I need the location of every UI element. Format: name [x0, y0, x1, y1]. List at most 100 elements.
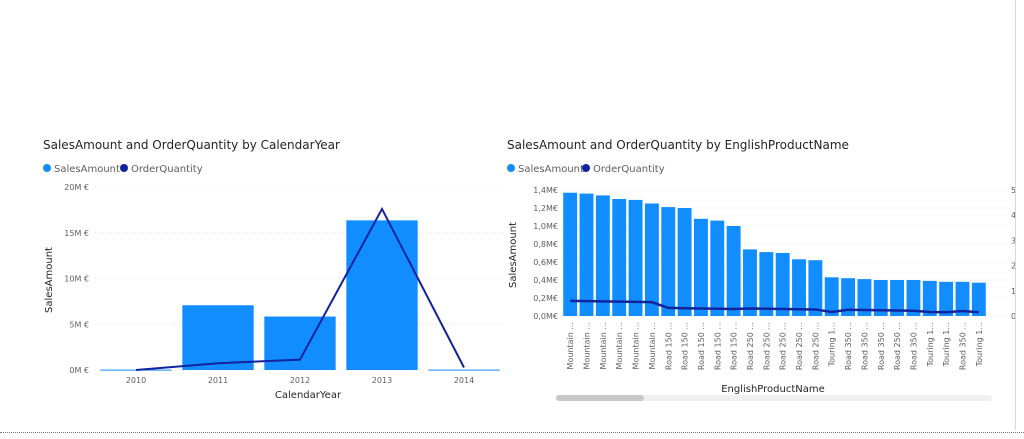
x-tick-label: Mountain ... [615, 322, 624, 369]
bar-salesamount[interactable] [628, 199, 643, 316]
bar-salesamount[interactable] [726, 226, 741, 316]
legend-orderquantity-label[interactable]: OrderQuantity [593, 164, 665, 175]
bar-salesamount[interactable] [264, 316, 336, 370]
bar-salesamount[interactable] [775, 253, 790, 316]
y-axis-title: SalesAmount [44, 247, 55, 313]
x-tick-label: Road 250 ... [762, 322, 771, 370]
chart-title: SalesAmount and OrderQuantity by English… [507, 138, 849, 152]
x-tick-label: 2012 [290, 376, 310, 385]
bar-salesamount[interactable] [612, 199, 627, 316]
bar-salesamount[interactable] [100, 369, 172, 371]
bar-salesamount[interactable] [873, 280, 888, 316]
legend-orderquantity-marker [582, 164, 590, 172]
y-tick-label: 10M € [64, 275, 89, 284]
bar-salesamount[interactable] [808, 260, 823, 316]
x-tick-label: Road 150 ... [697, 322, 706, 370]
bar-salesamount[interactable] [759, 252, 774, 316]
x-tick-label: Road 250 ... [779, 322, 788, 370]
y-tick-label: 1,0M€ [533, 222, 558, 231]
x-tick-label: Road 250 ... [795, 322, 804, 370]
bar-salesamount[interactable] [346, 220, 418, 370]
x-tick-label: Road 150 ... [730, 322, 739, 370]
bar-salesamount[interactable] [743, 249, 757, 316]
y-tick-label: 0,8M€ [533, 240, 558, 249]
x-tick-label: Mountain ... [632, 322, 641, 369]
legend-salesamount-label[interactable]: SalesAmount [518, 164, 584, 175]
bar-salesamount[interactable] [428, 369, 500, 371]
chart-title: SalesAmount and OrderQuantity by Calenda… [43, 138, 340, 152]
bar-salesamount[interactable] [906, 280, 921, 316]
x-tick-label: Road 150 ... [681, 322, 690, 370]
x-tick-label: Mountain ... [583, 322, 592, 369]
bar-salesamount[interactable] [644, 203, 659, 317]
x-tick-label: 2011 [208, 376, 228, 385]
bar-salesamount[interactable] [824, 277, 839, 316]
bar-salesamount[interactable] [563, 192, 578, 316]
x-tick-label: Road 250 ... [893, 322, 902, 370]
chart-by-calendaryear[interactable]: SalesAmount and OrderQuantity by Calenda… [0, 0, 510, 430]
y-tick-label: 0,6M€ [533, 258, 558, 267]
y-tick-label: 5M € [69, 320, 89, 329]
x-tick-label: Touring 1... [926, 322, 935, 367]
x-tick-label: Road 150 ... [664, 322, 673, 370]
bar-salesamount[interactable] [857, 279, 872, 316]
x-tick-label: Mountain ... [599, 322, 608, 369]
x-tick-label: Touring 1... [942, 322, 951, 367]
chart-by-calendaryear-svg: SalesAmount and OrderQuantity by Calenda… [43, 138, 505, 401]
bar-salesamount[interactable] [890, 280, 905, 316]
x-axis-title: CalendarYear [275, 390, 342, 401]
y2-tick-label: 1K [1011, 287, 1015, 296]
y2-tick-label: 4K [1011, 211, 1015, 220]
x-tick-label: Road 350 ... [909, 322, 918, 370]
bar-salesamount[interactable] [922, 280, 937, 316]
x-tick-label: Road 250 ... [811, 322, 820, 370]
visual-border-right [1015, 0, 1016, 430]
y-tick-label: 0,4M€ [533, 276, 558, 285]
y2-tick-label: 3K [1011, 236, 1015, 245]
x-tick-label: Road 350 ... [844, 322, 853, 370]
chart-by-englishproductname[interactable]: SalesAmount and OrderQuantity by English… [500, 0, 1015, 430]
legend-salesamount-label[interactable]: SalesAmount [54, 164, 120, 175]
legend-orderquantity-marker [120, 164, 128, 172]
legend-salesamount-marker [507, 164, 515, 172]
x-axis-title: EnglishProductName [721, 384, 825, 395]
scrollbar-thumb[interactable] [556, 395, 644, 401]
bar-salesamount[interactable] [710, 220, 725, 316]
line-orderquantity[interactable] [570, 299, 979, 314]
bar-salesamount[interactable] [579, 193, 594, 316]
y-tick-label: 0,0M€ [533, 312, 558, 321]
y-tick-label: 0M € [69, 366, 89, 375]
y2-tick-label: 2K [1011, 262, 1015, 271]
x-tick-label: Road 150 ... [713, 322, 722, 370]
bar-salesamount[interactable] [841, 278, 856, 316]
y-tick-label: 20M € [64, 183, 89, 192]
bar-salesamount[interactable] [677, 208, 692, 316]
bar-salesamount[interactable] [955, 281, 970, 316]
x-tick-label: Road 350 ... [877, 322, 886, 370]
x-tick-label: Touring 1... [828, 322, 837, 367]
y2-tick-label: 0K [1011, 312, 1015, 321]
bar-salesamount[interactable] [792, 259, 806, 316]
legend-orderquantity-label[interactable]: OrderQuantity [131, 164, 203, 175]
horizontal-scrollbar[interactable] [556, 395, 992, 401]
x-tick-label: Mountain ... [566, 322, 575, 369]
y-tick-label: 1,4M€ [533, 186, 558, 195]
x-tick-label: Mountain ... [648, 322, 657, 369]
y-tick-label: 0,2M€ [533, 294, 558, 303]
bar-salesamount[interactable] [971, 282, 986, 316]
chart-by-englishproductname-svg: SalesAmount and OrderQuantity by English… [507, 138, 1015, 395]
bar-salesamount[interactable] [939, 281, 954, 316]
x-tick-label: 2010 [126, 376, 146, 385]
bar-salesamount[interactable] [661, 207, 676, 316]
x-tick-label: Road 350 ... [860, 322, 869, 370]
bar-salesamount[interactable] [693, 218, 708, 316]
bar-salesamount[interactable] [182, 305, 254, 370]
x-tick-label: Road 250 ... [746, 322, 755, 370]
y2-tick-label: 5K [1011, 186, 1015, 195]
y-tick-label: 1,2M€ [533, 204, 558, 213]
y-tick-label: 15M € [64, 229, 89, 238]
x-tick-label: 2014 [454, 376, 474, 385]
bar-salesamount[interactable] [595, 195, 610, 316]
x-tick-label: Touring 1... [975, 322, 984, 367]
line-orderquantity[interactable] [135, 206, 465, 371]
